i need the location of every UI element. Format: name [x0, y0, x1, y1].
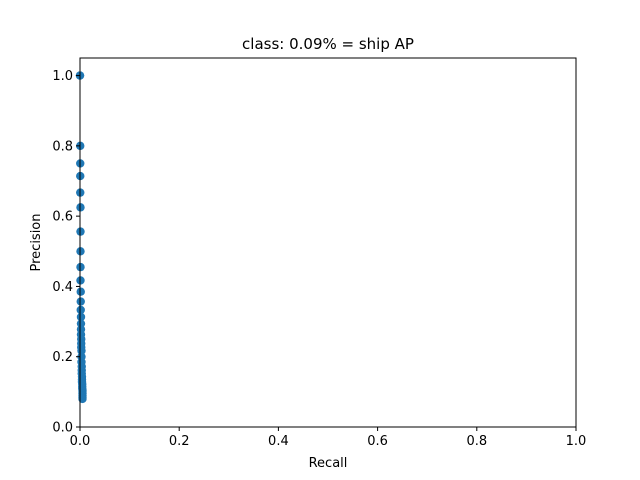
y-tick-label: 0.8	[52, 139, 73, 154]
y-tick-label: 0.0	[52, 421, 73, 436]
x-axis-ticks: 0.0 0.2 0.4 0.6 0.8 1.0	[70, 427, 587, 449]
x-tick-label: 0.2	[169, 434, 190, 449]
y-axis-ticks: 0.0 0.2 0.4 0.6 0.8 1.0	[52, 69, 80, 436]
x-tick-label: 0.4	[268, 434, 289, 449]
x-tick-label: 0.6	[367, 434, 388, 449]
y-tick-label: 0.2	[52, 350, 73, 365]
x-tick-label: 1.0	[566, 434, 587, 449]
y-tick-label: 1.0	[52, 69, 73, 84]
plot-frame	[79, 57, 577, 428]
data-point	[76, 305, 85, 315]
data-point	[76, 287, 85, 296]
x-tick-label: 0.8	[466, 434, 487, 449]
data-point	[76, 297, 85, 306]
x-tick-label: 0.0	[70, 434, 91, 449]
y-tick-label: 0.4	[52, 280, 73, 295]
chart-title: class: 0.09% = ship AP	[242, 35, 414, 53]
x-axis-label: Recall	[309, 456, 348, 471]
y-axis-label: Precision	[29, 213, 44, 271]
data-point	[76, 312, 86, 322]
y-tick-label: 0.6	[52, 210, 73, 225]
data-point	[77, 346, 86, 355]
